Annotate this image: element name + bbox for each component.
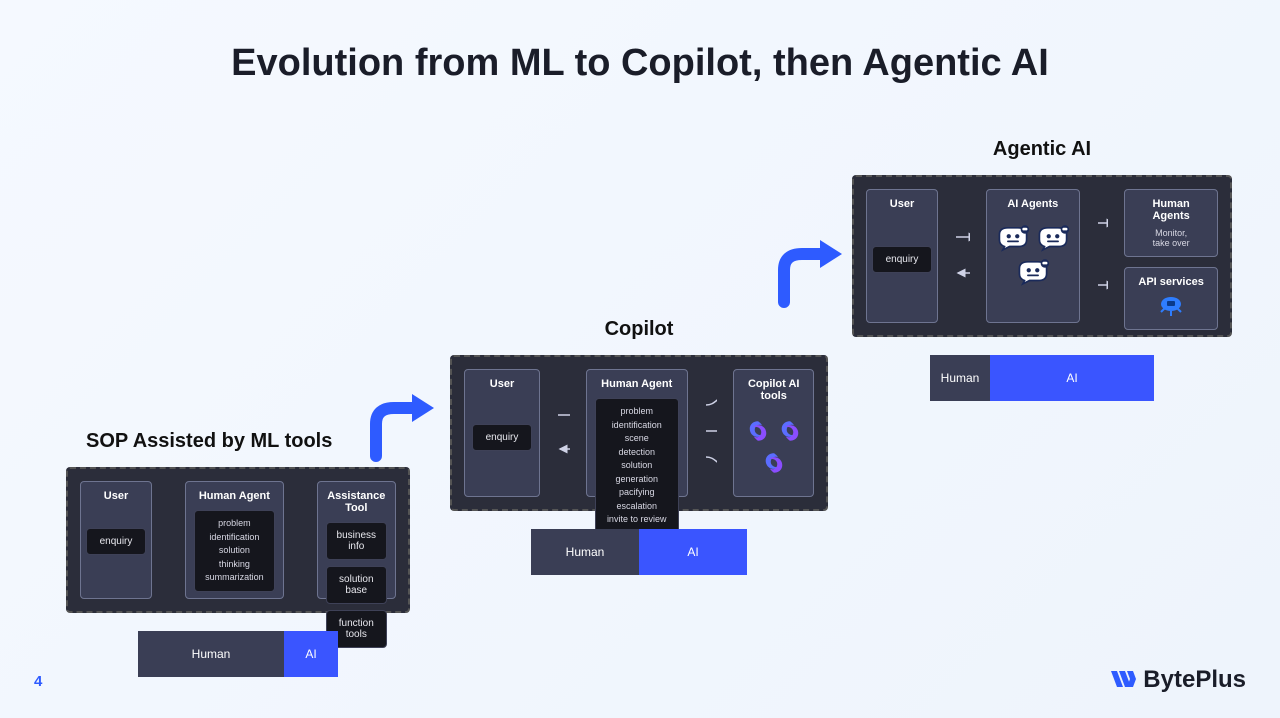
brand-text: BytePlus [1143,666,1246,694]
cp-swirl-icons [742,418,805,476]
ag-user-col: User enquiry [866,189,938,323]
ag-legend-human: Human [930,355,990,401]
ag-api: API services [1124,267,1218,330]
bot-icon [1036,224,1070,252]
sop-agent-title: Human Agent [199,490,270,502]
sop-task-1: solution thinking [205,544,264,571]
ag-flow-1 [950,189,974,319]
bot-icon [996,224,1030,252]
ag-human-agents: Human Agents Monitor, take over [1124,189,1218,257]
cp-task-2: solution generation [606,459,668,486]
copilot-swirl-icon [761,450,787,476]
cp-agent-tasks: problem identification scene detection s… [595,398,679,534]
ag-legend-ai: AI [990,355,1154,401]
cp-user-title: User [490,378,514,390]
ag-human-agents-body: Monitor, take over [1133,228,1209,248]
cp-tools-title: Copilot AI tools [742,378,805,402]
page-number: 4 [34,673,42,690]
ag-flow-2 [1092,189,1112,319]
cp-task-5: invite to review [606,513,668,527]
stage-sop: SOP Assisted by ML tools User enquiry Hu… [66,430,410,677]
sop-tools-title: Assistance Tool [326,490,387,514]
cp-tools-col: Copilot AI tools [733,369,814,497]
brand-logo-icon [1109,669,1137,691]
stage-copilot: Copilot User enquiry Human Agent problem… [450,318,828,575]
sop-flow-1 [164,481,173,591]
sop-tool-0: business info [326,522,387,560]
sop-tools-col: Assistance Tool business info solution b… [317,481,396,599]
panel-copilot: User enquiry Human Agent problem identif… [450,355,828,511]
sop-agent-tasks: problem identification solution thinking… [194,510,275,592]
bot-icon [1016,258,1050,286]
ag-human-agents-title: Human Agents [1133,198,1209,222]
panel-agentic: User enquiry AI Agents [852,175,1232,337]
cp-flow-2 [700,369,722,489]
sop-agent-col: Human Agent problem identification solut… [185,481,284,599]
sop-task-2: summarization [205,571,264,585]
stage-sop-title: SOP Assisted by ML tools [86,430,410,453]
cp-task-4: escalation [606,500,668,514]
transition-arrow-2 [772,234,852,314]
cp-legend-ai: AI [639,529,747,575]
sop-user-title: User [104,490,128,502]
ag-right-col: Human Agents Monitor, take over API serv… [1124,189,1218,323]
cp-task-3: pacifying [606,486,668,500]
cp-user-chip: enquiry [472,424,532,451]
panel-sop: User enquiry Human Agent problem identif… [66,467,410,613]
ag-user-title: User [890,198,914,210]
cp-task-0: problem identification [606,405,668,432]
sop-user-col: User enquiry [80,481,152,599]
ag-api-title: API services [1133,276,1209,288]
copilot-swirl-icon [777,418,803,444]
cp-agent-title: Human Agent [601,378,672,390]
stage-agentic: Agentic AI User enquiry AI Agents [852,138,1232,401]
cp-agent-col: Human Agent problem identification scene… [586,369,688,497]
brand: BytePlus [1109,666,1246,694]
api-icon [1157,294,1185,316]
stage-agentic-title: Agentic AI [852,138,1232,161]
sop-legend-ai: AI [284,631,338,677]
ag-bot-icons [995,224,1071,286]
stage-copilot-title: Copilot [450,318,828,341]
cp-legend-human: Human [531,529,639,575]
sop-tool-1: solution base [326,566,387,604]
sop-user-chip: enquiry [86,528,146,555]
sop-task-0: problem identification [205,517,264,544]
sop-legend-human: Human [138,631,284,677]
slide-title: Evolution from ML to Copilot, then Agent… [0,42,1280,85]
ag-user-chip: enquiry [872,246,932,273]
cp-task-1: scene detection [606,432,668,459]
cp-user-col: User enquiry [464,369,540,497]
ag-agents-col: AI Agents [986,189,1080,323]
transition-arrow-1 [364,388,444,468]
cp-legend: Human AI [450,529,828,575]
cp-flow-1 [552,369,574,489]
copilot-swirl-icon [745,418,771,444]
ag-agents-title: AI Agents [1007,198,1058,210]
sop-flow-2 [296,481,305,591]
ag-legend: Human AI [852,355,1232,401]
